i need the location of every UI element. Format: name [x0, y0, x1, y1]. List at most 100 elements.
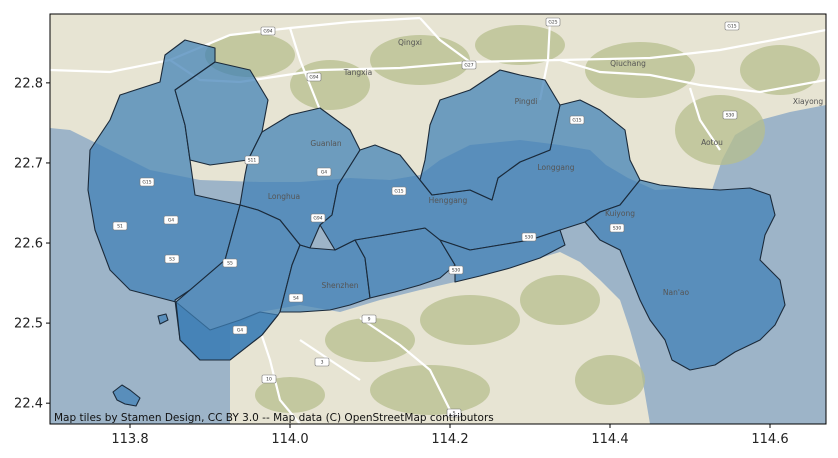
island-small: [157, 313, 169, 325]
road-shield: S5: [222, 258, 238, 268]
road-shield-background: [112, 221, 128, 231]
road-shield-label: G94: [309, 75, 318, 81]
road-shield-background: [545, 17, 561, 27]
place-label: Longgang: [537, 163, 574, 172]
district-pingshan: [419, 69, 561, 201]
road-shield: G4: [316, 167, 332, 177]
road-shield-label: S4: [293, 296, 299, 302]
road-shield-label: G94: [263, 29, 272, 35]
y-tick-label: 22.5: [14, 317, 43, 332]
place-label: Aotou: [701, 138, 723, 147]
district-longhua: [239, 107, 361, 249]
road-shield-label: G15: [394, 189, 403, 195]
road-shield: S4: [288, 293, 304, 303]
road-shield-label: S3: [169, 257, 175, 263]
road-shield: S: [446, 408, 462, 418]
road-shield: S1: [112, 221, 128, 231]
road-shield: G15: [569, 115, 585, 125]
road-shield-label: 10: [266, 377, 272, 383]
island-neilingding: [112, 384, 141, 407]
road-shield: G27: [461, 60, 477, 70]
road-shield-label: S30: [613, 226, 622, 232]
x-tick-label: 114.0: [271, 432, 308, 447]
place-label: Kuiyong: [605, 209, 635, 218]
x-tick-label: 114.6: [751, 432, 788, 447]
hill-shading: [205, 25, 820, 415]
y-tick-label: 22.4: [14, 397, 43, 412]
district-dapeng: [584, 179, 786, 371]
district-polygons: [87, 39, 786, 407]
road-shield-background: [446, 408, 462, 418]
map-axes-area: Qingxi Tangxia Qiuchang Xiayong Guanlan Pingd…: [50, 14, 826, 424]
road-shield-background: [232, 325, 248, 335]
y-tick-label: 22.6: [14, 237, 43, 252]
road-shield-background: [722, 110, 738, 120]
road-shield-label: G27: [464, 63, 473, 69]
road-shield-background: [724, 21, 740, 31]
road-shield: G15: [724, 21, 740, 31]
road-shield: S30: [722, 110, 738, 120]
road-shield: 9: [361, 314, 377, 324]
road-shield-label: S: [453, 411, 456, 417]
road-shield-label: 9: [368, 317, 371, 323]
place-label: Shenzhen: [322, 281, 359, 290]
road-shield: 3: [314, 357, 330, 367]
road-shield-background: [288, 293, 304, 303]
x-tick-label: 114.4: [591, 432, 628, 447]
road-shield: G94: [260, 26, 276, 36]
axes-frame: [49, 13, 827, 425]
place-label: Longhua: [268, 192, 300, 201]
road-shield: G4: [163, 215, 179, 225]
place-label: Tangxia: [343, 68, 373, 77]
road-shield-label: 3: [321, 360, 324, 366]
road-shield-label: G94: [313, 216, 322, 222]
road-shield-label: S30: [726, 113, 735, 119]
road-shield-label: S5: [227, 261, 233, 267]
x-tick-label: 114.2: [431, 432, 468, 447]
road-shield-label: S1: [117, 224, 123, 230]
road-shield-label: G15: [727, 24, 736, 30]
place-label: Nan'ao: [663, 288, 690, 297]
road-shield-background: [310, 213, 326, 223]
road-shield-background: [448, 265, 464, 275]
road-shield: G94: [310, 213, 326, 223]
place-label: Pingdi: [515, 97, 538, 106]
road-shield: G15: [139, 177, 155, 187]
road-shields: G94G25G15G94G27S30G15S11G15S3S1G4S30G15S…: [112, 17, 740, 418]
road-shield-background: [222, 258, 238, 268]
district-nanshan: [175, 204, 301, 361]
road-shield-label: G4: [237, 328, 243, 334]
road-shield-background: [521, 232, 537, 242]
road-shield: G25: [545, 17, 561, 27]
road-shield-label: S11: [248, 158, 257, 164]
district-yantian: [439, 229, 566, 283]
road-shield-label: S30: [525, 235, 534, 241]
place-label: Guanlan: [310, 139, 342, 148]
road-shield-background: [461, 60, 477, 70]
road-shield-background: [163, 215, 179, 225]
x-axis: 113.8 114.0 114.2 114.4 114.6: [111, 424, 789, 447]
map-attribution: Map tiles by Stamen Design, CC BY 3.0 --…: [54, 412, 494, 424]
road-shield-label: G15: [142, 180, 151, 186]
x-tick-label: 113.8: [111, 432, 148, 447]
road-shield-label: S30: [452, 268, 461, 274]
place-label: Henggang: [429, 196, 468, 205]
road-shield: G94: [306, 72, 322, 82]
y-tick-label: 22.8: [14, 76, 43, 91]
road-shield-label: G4: [168, 218, 174, 224]
road-shield-background: [569, 115, 585, 125]
road-shield: 10: [261, 374, 277, 384]
road-shield: G15: [391, 186, 407, 196]
road-shield: S30: [448, 265, 464, 275]
place-label: Qingxi: [398, 38, 422, 47]
place-labels: Qingxi Tangxia Qiuchang Xiayong Guanlan Pingd…: [268, 38, 824, 297]
road-shield-background: [609, 223, 625, 233]
road-shield: S3: [164, 254, 180, 264]
road-shield-background: [314, 357, 330, 367]
road-shield-background: [306, 72, 322, 82]
y-axis: 22.4 22.5 22.6 22.7 22.8: [14, 76, 50, 412]
road-shield-background: [139, 177, 155, 187]
place-label: Xiayong: [793, 97, 824, 106]
road-shield-background: [316, 167, 332, 177]
